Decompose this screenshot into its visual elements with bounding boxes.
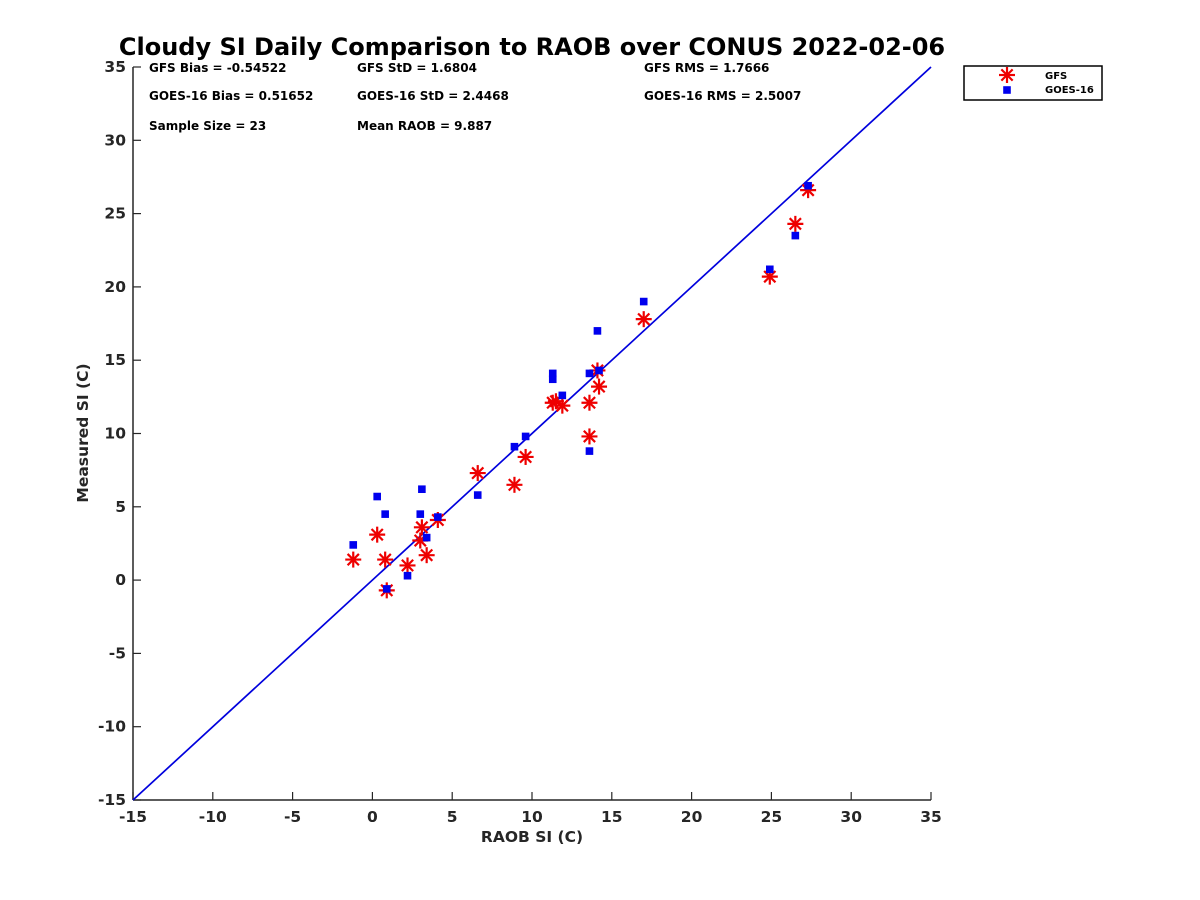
legend-gfs-label: GFS: [1045, 71, 1067, 82]
goes-16-point: [473, 491, 482, 499]
goes-16-point: [595, 366, 603, 375]
y-tick-label: -10: [98, 718, 126, 736]
legend-gfs-asterisk: [999, 67, 1015, 83]
gfs-point: [787, 215, 804, 232]
goes-16-point: [381, 510, 389, 518]
goes-16-point: [558, 391, 567, 400]
stat-annotation: GFS RMS = 1.7666: [644, 61, 769, 75]
goes-16-point: [804, 181, 812, 190]
goes-16-point: [548, 375, 557, 384]
gfs-point: [369, 526, 386, 543]
gfs-point: [581, 428, 598, 445]
stat-annotation: GOES-16 StD = 2.4468: [357, 89, 509, 103]
gfs-point: [399, 557, 416, 574]
axes: -15 -10 -5 0 5 10 15 20 25 30 35 -15 -10 -5 0 5 10 15 20 25…: [98, 58, 942, 826]
gfs-point: [469, 465, 486, 482]
gfs-point: [345, 551, 362, 568]
one-to-one-line-path: [132, 66, 932, 801]
gfs-point: [591, 378, 608, 395]
goes-16-point: [510, 442, 519, 451]
x-tick-label: 35: [920, 808, 942, 826]
goes-16-point: [416, 510, 425, 518]
legend-goes-16-marker: [1003, 86, 1011, 94]
gfs-point: [517, 448, 534, 465]
x-tick-label: 15: [601, 808, 623, 826]
y-tick-label: 20: [104, 278, 126, 296]
goes-16-point: [382, 585, 391, 593]
y-tick-label: -5: [109, 644, 126, 662]
y-tick-label: -15: [98, 791, 126, 809]
gfs-point: [506, 476, 523, 493]
stat-annotation: GFS Bias = -0.54522: [149, 61, 286, 75]
goes-16-point: [593, 327, 602, 335]
x-tick-label: 30: [840, 808, 862, 826]
stat-annotation: Mean RAOB = 9.887: [357, 119, 492, 133]
y-tick-label: 15: [104, 351, 126, 369]
y-axis-label: Measured SI (C): [74, 363, 92, 502]
goes-16-point: [373, 492, 381, 501]
data-marks: [345, 181, 817, 599]
goes-16-point: [548, 369, 557, 378]
y-tick-label: 0: [115, 571, 126, 589]
x-tick-label: 10: [521, 808, 543, 826]
stat-annotation: GOES-16 RMS = 2.5007: [644, 89, 801, 103]
x-tick-label: -15: [119, 808, 147, 826]
stat-annotation: GFS StD = 1.6804: [357, 61, 477, 75]
goes-16-point: [434, 513, 442, 521]
x-tick-label: -10: [199, 808, 227, 826]
gfs-point: [413, 519, 430, 536]
x-axis-label: RAOB SI (C): [481, 828, 583, 846]
goes-16-point: [403, 571, 412, 580]
x-tick-label: -5: [284, 808, 301, 826]
one-to-one-line: [132, 66, 932, 801]
stat-annotation: Sample Size = 23: [149, 119, 266, 133]
goes-16-point: [418, 485, 426, 494]
goes-16-point: [422, 533, 431, 542]
x-tick-label: 5: [447, 808, 458, 826]
y-tick-label: 25: [104, 205, 126, 223]
goes-16-point: [791, 231, 800, 240]
goes-16-point: [521, 432, 530, 441]
gfs-point: [635, 311, 652, 328]
gfs-point: [377, 551, 394, 568]
goes-16-point: [585, 369, 594, 378]
goes-16-point: [639, 297, 648, 306]
legend-goes-16-label: GOES-16: [1045, 85, 1094, 96]
legend-box: [963, 65, 1103, 101]
stats-annotations: GFS Bias = -0.54522 GFS StD = 1.6804 GFS R…: [149, 61, 801, 133]
goes-16-point: [585, 447, 594, 455]
y-tick-label: 35: [104, 58, 126, 76]
y-tick-label: 30: [104, 131, 126, 149]
x-tick-label: 25: [761, 808, 783, 826]
goes-16-point: [766, 265, 774, 274]
goes-16-point: [349, 541, 358, 549]
x-tick-label: 20: [681, 808, 703, 826]
x-tick-label: 0: [367, 808, 378, 826]
legend-gfs-marker: [999, 67, 1015, 83]
gfs-point: [418, 547, 435, 564]
gfs-point: [581, 394, 598, 411]
legend: GFS GOES-16: [963, 65, 1103, 101]
y-tick-label: 10: [104, 425, 126, 443]
stat-annotation: GOES-16 Bias = 0.51652: [149, 89, 313, 103]
chart-title: Cloudy SI Daily Comparison to RAOB over …: [119, 33, 945, 61]
legend-goes-16-square: [1003, 86, 1011, 94]
y-tick-label: 5: [115, 498, 126, 516]
gfs-point: [554, 397, 571, 414]
